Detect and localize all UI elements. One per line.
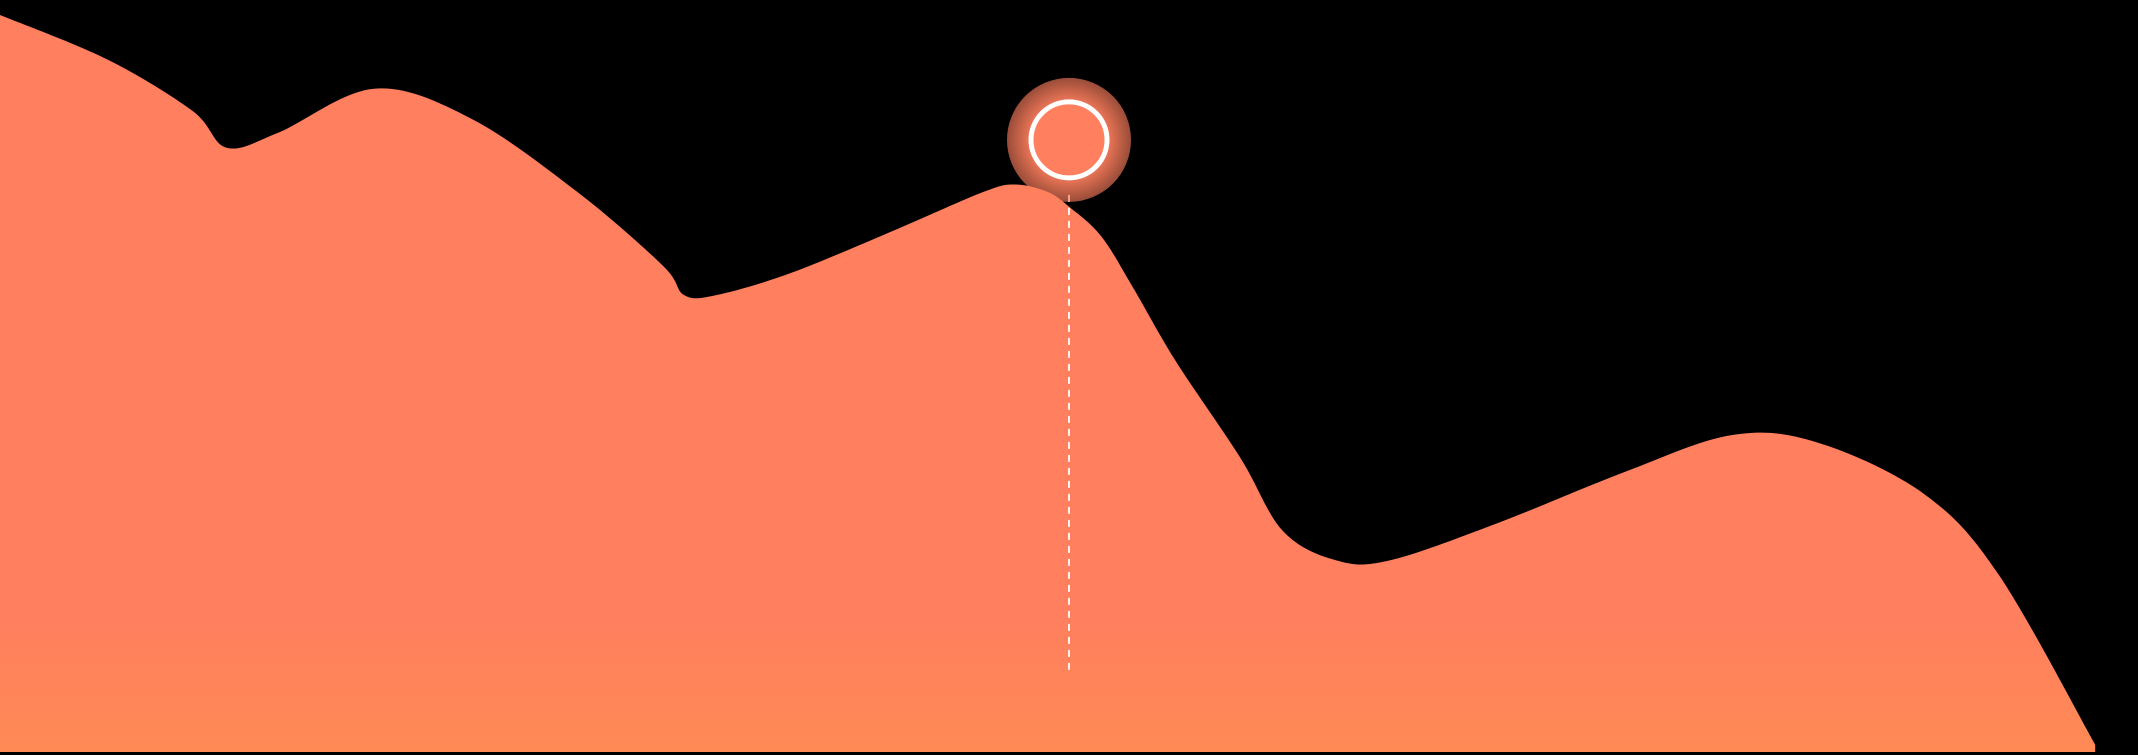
highlight-marker[interactable]: [1028, 99, 1110, 181]
series-area: [0, 15, 2096, 752]
